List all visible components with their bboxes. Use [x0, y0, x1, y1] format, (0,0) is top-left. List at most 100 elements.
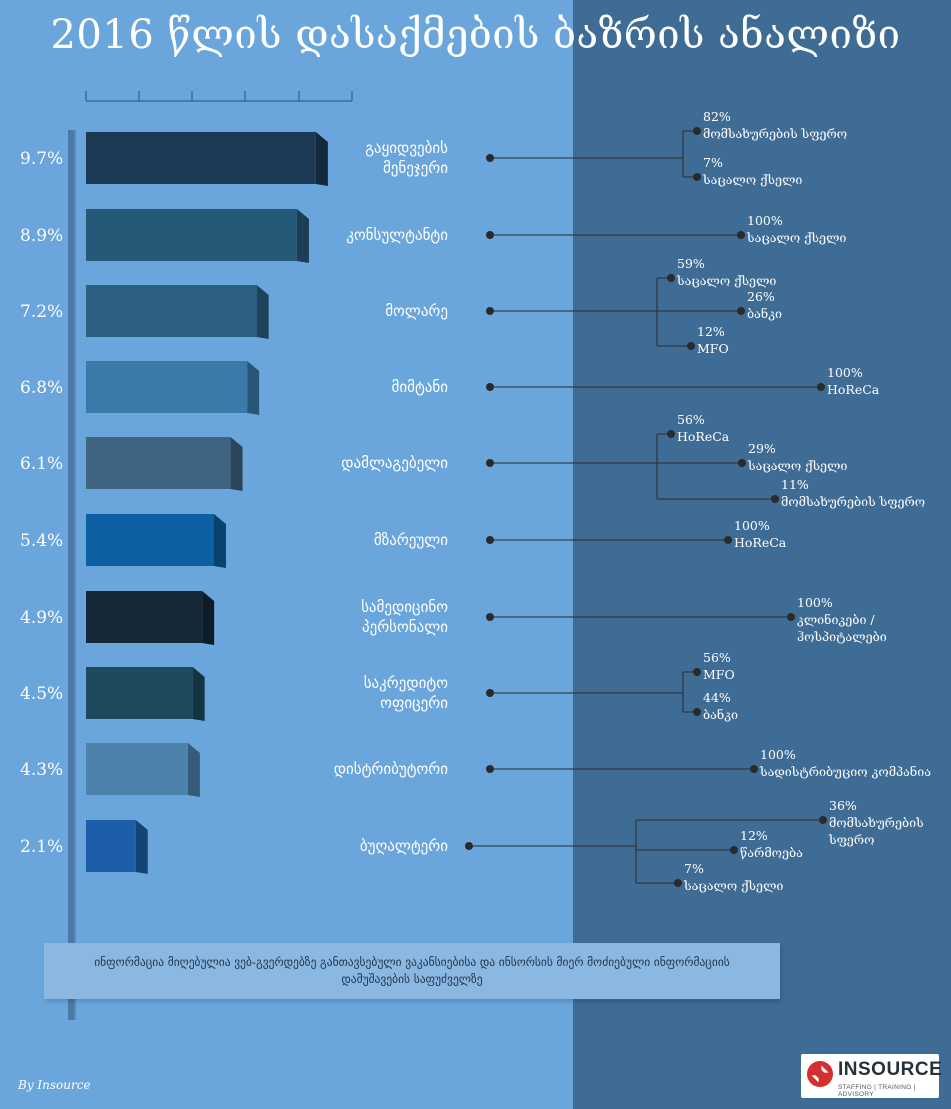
segment-pct: 82%: [703, 109, 731, 124]
bar: [86, 209, 297, 261]
bar: [86, 591, 203, 643]
byline: By Insource: [18, 1078, 91, 1092]
segment-label: HoReCa: [827, 382, 880, 397]
source-note: ინფორმაცია მიღებულია ვებ-გვერდებზე განთა…: [44, 943, 780, 999]
bar-side: [135, 820, 148, 874]
value-label: 9.7%: [20, 149, 63, 169]
segment-pct: 7%: [703, 155, 723, 170]
segment-label: მომსახურების სფერო: [703, 126, 847, 141]
category-label: მოლარე: [385, 302, 448, 320]
category-label: დამლაგებელი: [341, 454, 448, 472]
segment-pct: 100%: [734, 518, 770, 533]
connector-dot: [693, 708, 701, 716]
connector-dot: [737, 231, 745, 239]
value-label: 4.9%: [20, 608, 63, 628]
bar: [86, 820, 136, 872]
page-title: 2016 წლის დასაქმების ბაზრის ანალიზი: [50, 12, 901, 58]
connector-dot: [819, 816, 827, 824]
segment-pct: 44%: [703, 690, 731, 705]
bar-side: [213, 514, 226, 568]
segment-label: საცალო ქსელი: [683, 878, 783, 893]
bar-side: [202, 591, 215, 645]
connector-dot: [817, 383, 825, 391]
segment-pct: 12%: [697, 324, 725, 339]
connector-dot: [667, 274, 675, 282]
segment-pct: 100%: [747, 213, 783, 228]
segment-label: MFO: [697, 341, 729, 356]
value-label: 8.9%: [20, 226, 63, 246]
segment-label: ჰოსპიტალები: [797, 629, 887, 644]
segment-label: ბანკი: [747, 306, 782, 321]
segment-pct: 36%: [829, 798, 857, 813]
connector-dot: [674, 879, 682, 887]
insource-logo: INSOURCE STAFFING | TRAINING | ADVISORY: [801, 1054, 942, 1098]
value-label: 5.4%: [20, 531, 63, 551]
segment-label: ბანკი: [703, 707, 738, 722]
category-label: მიმტანი: [392, 378, 449, 396]
category-label: ბუღალტერი: [360, 837, 448, 855]
connector-dot: [693, 668, 701, 676]
category-label: კონსულტანტი: [346, 226, 448, 244]
segment-pct: 59%: [677, 256, 705, 271]
segment-pct: 26%: [747, 289, 775, 304]
connector-dot: [724, 536, 732, 544]
segment-pct: 100%: [797, 595, 833, 610]
connector-dot: [737, 307, 745, 315]
value-label: 4.3%: [20, 760, 63, 780]
value-label: 6.1%: [20, 454, 63, 474]
category-label: გაყიდვების: [365, 139, 448, 157]
category-label: სამედიცინო: [361, 598, 448, 616]
axis-line-shadow: [74, 130, 76, 1020]
segment-pct: 7%: [684, 861, 704, 876]
value-label: 7.2%: [20, 302, 63, 322]
bar: [86, 437, 231, 489]
connector-dot: [750, 765, 758, 773]
category-label: საკრედიტო: [364, 674, 449, 692]
insource-logo-icon: [807, 1061, 833, 1087]
category-label: პერსონალი: [362, 618, 448, 636]
segment-label: საცალო ქსელი: [747, 458, 847, 473]
segment-pct: 56%: [677, 412, 705, 427]
bar-side: [256, 285, 269, 339]
bar: [86, 285, 257, 337]
bar: [86, 361, 248, 413]
bar: [86, 132, 316, 184]
connector-dot: [687, 342, 695, 350]
bar: [86, 743, 188, 795]
segment-label: HoReCa: [734, 535, 787, 550]
segment-pct: 100%: [760, 747, 796, 762]
bar-side: [296, 209, 309, 263]
connector-dot: [771, 495, 779, 503]
segment-pct: 12%: [740, 828, 768, 843]
bar-side: [247, 361, 260, 415]
segment-label: სფერო: [828, 832, 874, 847]
connector-dot: [693, 127, 701, 135]
bar-side: [187, 743, 200, 797]
segment-label: მომსახურების სფერო: [781, 494, 925, 509]
segment-pct: 56%: [703, 650, 731, 665]
bar: [86, 514, 214, 566]
category-label: ოფიცერი: [380, 694, 448, 712]
bar-side: [192, 667, 205, 721]
category-label: მზარეული: [374, 531, 448, 549]
value-label: 4.5%: [20, 684, 63, 704]
bar-side: [230, 437, 243, 491]
logo-tagline: STAFFING | TRAINING | ADVISORY: [838, 1084, 916, 1098]
connector-dot: [667, 430, 675, 438]
segment-label: წარმოება: [740, 845, 803, 860]
value-label: 2.1%: [20, 837, 63, 857]
right-panel-background: [573, 0, 951, 1109]
category-label: დისტრიბუტორი: [334, 760, 449, 778]
segment-label: HoReCa: [677, 429, 730, 444]
connector-dot: [738, 459, 746, 467]
segment-label: საცალო ქსელი: [702, 172, 802, 187]
segment-pct: 11%: [781, 477, 809, 492]
segment-label: MFO: [703, 667, 735, 682]
category-label: მენეჯერი: [383, 159, 448, 177]
segment-label: კლინიკები /: [797, 612, 875, 627]
segment-pct: 29%: [748, 441, 776, 456]
connector-dot: [730, 846, 738, 854]
segment-label: მომსახურების: [829, 815, 924, 830]
segment-label: საცალო ქსელი: [746, 230, 846, 245]
